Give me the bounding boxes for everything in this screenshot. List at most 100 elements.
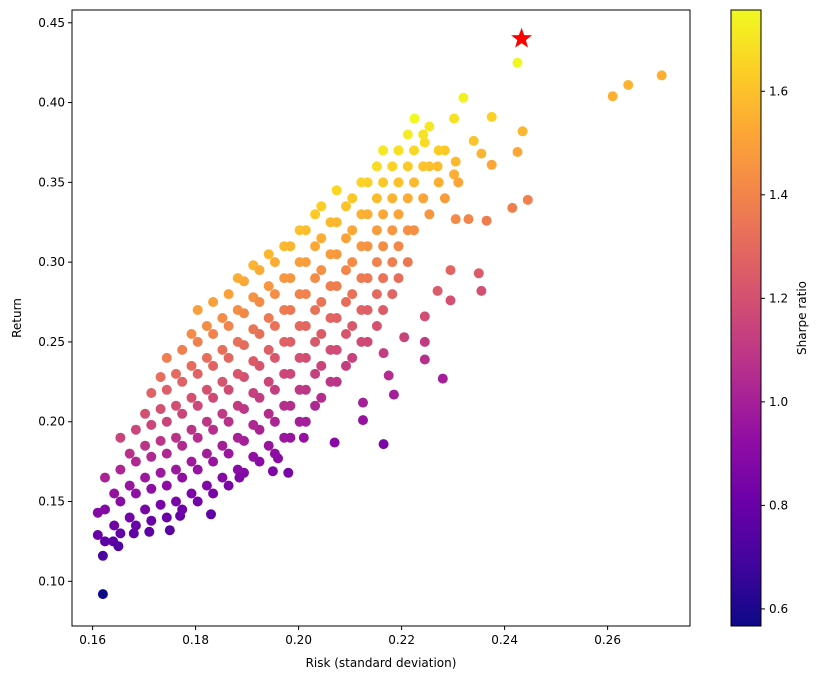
data-point — [387, 257, 398, 268]
data-point — [223, 384, 234, 395]
data-point — [486, 159, 497, 170]
data-point — [522, 194, 533, 205]
data-point — [263, 281, 274, 292]
x-tick-label: 0.24 — [491, 633, 518, 647]
data-point — [371, 225, 382, 236]
data-point — [310, 336, 321, 347]
data-point — [279, 336, 290, 347]
data-point — [310, 305, 321, 315]
data-point — [341, 233, 351, 244]
data-point — [393, 209, 404, 220]
data-point — [217, 344, 228, 355]
y-tick-label: 0.15 — [38, 495, 65, 509]
data-point — [201, 352, 212, 363]
colorbar-tick-label: 1.0 — [769, 395, 788, 409]
data-point — [146, 483, 157, 494]
data-point — [177, 408, 188, 419]
data-point — [362, 305, 373, 315]
data-point — [177, 504, 188, 515]
data-point — [371, 193, 382, 204]
data-point — [294, 225, 305, 236]
data-point — [161, 384, 172, 395]
colorbar-axis: 0.6 0.8 1.0 1.2 1.4 1.6 — [761, 84, 788, 616]
data-point — [130, 488, 141, 499]
data-point — [358, 415, 368, 426]
data-point — [300, 257, 311, 268]
data-point — [656, 70, 667, 81]
data-point — [476, 148, 487, 159]
data-point — [140, 440, 151, 451]
data-point — [432, 285, 443, 296]
data-point — [424, 121, 435, 132]
data-point — [458, 92, 469, 103]
data-point — [450, 214, 461, 225]
data-point — [192, 400, 203, 411]
data-point — [419, 354, 430, 365]
y-tick-label: 0.40 — [38, 96, 65, 110]
data-point — [387, 225, 398, 236]
data-point — [507, 202, 518, 213]
data-point — [186, 424, 197, 435]
data-point — [418, 193, 429, 204]
y-tick-label: 0.35 — [38, 175, 65, 189]
data-point — [402, 129, 413, 140]
data-point — [263, 249, 274, 260]
data-point — [409, 177, 419, 188]
data-point — [418, 129, 429, 140]
data-point — [223, 448, 234, 459]
data-point — [140, 472, 151, 483]
data-point — [130, 520, 141, 531]
data-point — [517, 126, 528, 137]
data-point — [192, 432, 203, 443]
data-point — [124, 512, 135, 523]
data-point — [279, 273, 290, 284]
colorbar — [730, 9, 762, 627]
data-point — [248, 324, 259, 335]
data-point — [201, 480, 212, 491]
data-point — [248, 451, 259, 462]
data-point — [223, 352, 234, 363]
data-point — [223, 321, 234, 331]
plot-frame — [71, 9, 691, 627]
data-point — [232, 432, 243, 443]
data-point — [177, 440, 188, 451]
data-point — [234, 472, 245, 483]
data-point — [310, 241, 321, 252]
data-point — [192, 368, 203, 379]
data-point — [341, 265, 351, 276]
data-point — [217, 472, 228, 483]
data-point — [223, 416, 234, 427]
y-axis: 0.10 0.15 0.20 0.25 0.30 0.35 0.40 0.45 — [38, 16, 72, 588]
data-point — [623, 80, 634, 90]
data-point — [419, 311, 430, 322]
data-point — [171, 496, 181, 507]
data-point — [92, 530, 103, 540]
data-point — [607, 91, 618, 102]
data-point — [155, 499, 166, 510]
data-point — [362, 209, 373, 220]
data-point — [263, 440, 274, 451]
data-point — [341, 297, 351, 307]
data-point — [146, 515, 157, 526]
data-point — [473, 268, 484, 279]
y-axis-label: Return — [10, 298, 24, 338]
data-point — [378, 305, 389, 315]
data-point — [232, 368, 243, 379]
data-point — [254, 297, 265, 307]
data-point — [294, 384, 305, 395]
data-point — [115, 432, 126, 443]
data-point — [100, 504, 110, 515]
data-point — [419, 336, 430, 347]
data-point — [402, 161, 413, 172]
data-point — [310, 368, 321, 379]
data-point — [254, 392, 265, 403]
data-point — [378, 273, 389, 284]
data-point — [161, 512, 172, 523]
data-point — [186, 392, 197, 403]
data-point — [325, 376, 336, 387]
data-point — [294, 352, 305, 363]
data-point — [310, 209, 321, 220]
data-point — [269, 416, 280, 427]
data-point — [155, 435, 166, 446]
